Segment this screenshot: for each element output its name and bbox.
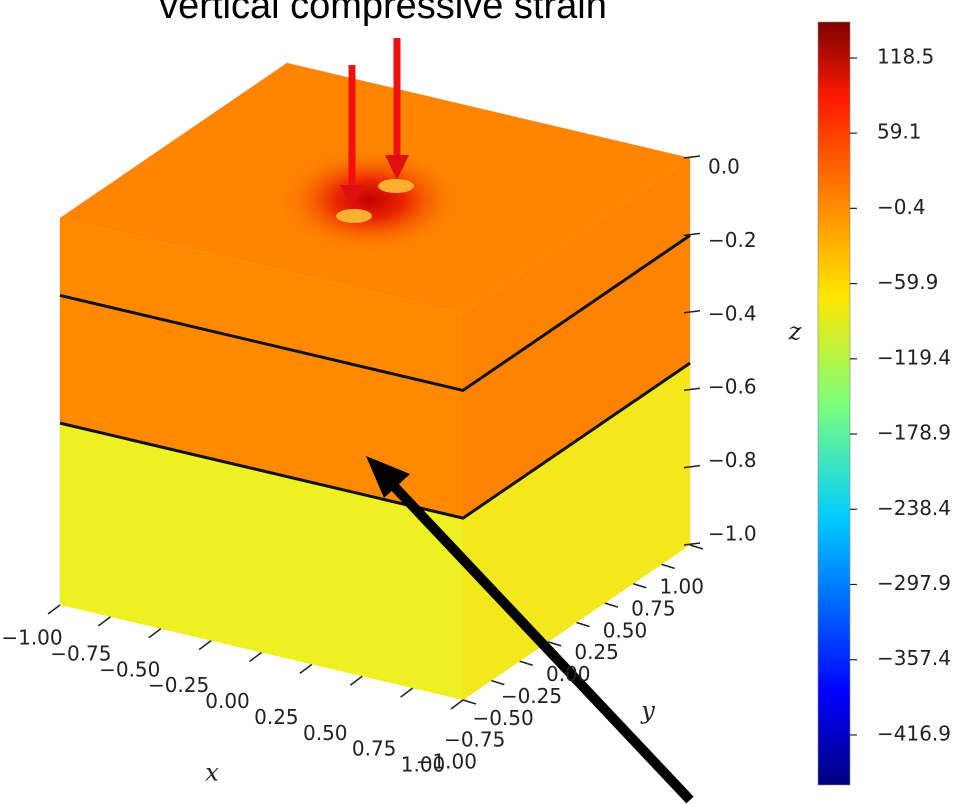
x-tick xyxy=(299,663,313,674)
x-tick xyxy=(47,604,61,615)
y-tick-label: 0.00 xyxy=(546,662,591,686)
load-arrow-head xyxy=(385,155,409,180)
y-tick-label: 0.50 xyxy=(603,618,648,642)
z-tick-label: −0.4 xyxy=(708,301,757,325)
x-tick xyxy=(198,640,212,651)
x-tick-label: −0.50 xyxy=(99,657,160,681)
load-arrow-head xyxy=(340,185,364,210)
arrow-shaft xyxy=(386,478,694,804)
y-tick-label: −1.00 xyxy=(416,750,477,774)
z-tick xyxy=(683,464,701,469)
z-tick xyxy=(683,310,701,314)
z-tick xyxy=(683,232,701,237)
z-tick xyxy=(683,542,701,546)
y-tick xyxy=(547,641,562,647)
y-tick xyxy=(462,699,477,705)
x-tick-label: 0.75 xyxy=(352,737,397,761)
colorbar-tick-label: −357.4 xyxy=(877,646,951,670)
x-tick xyxy=(349,675,363,686)
colorbar-tick-label: 59.1 xyxy=(877,120,922,144)
y-tick xyxy=(519,660,533,666)
x-tick xyxy=(97,616,111,627)
annotation-arrow xyxy=(366,456,694,804)
colorbar-tick-label: −0.4 xyxy=(877,195,926,219)
z-axis-label: z xyxy=(788,318,802,346)
z-tick-label: −0.8 xyxy=(708,448,757,472)
x-tick xyxy=(400,687,414,698)
colorbar-tick-label: −119.4 xyxy=(877,345,951,369)
x-axis-label: x xyxy=(205,759,219,787)
z-tick xyxy=(683,387,701,391)
x-tick-label: −0.25 xyxy=(148,673,209,697)
face-left-upper xyxy=(60,218,463,519)
face-left-lower xyxy=(60,423,463,700)
arrow-head xyxy=(366,456,410,498)
x-tick-label: −0.75 xyxy=(50,641,111,665)
x-tick-label: 0.00 xyxy=(205,689,250,713)
z-tick xyxy=(683,155,701,159)
hot-spot xyxy=(275,145,465,255)
y-tick-label: 1.00 xyxy=(659,575,704,599)
z-tick-label: −0.2 xyxy=(708,228,757,252)
layer-boundary xyxy=(59,361,691,520)
y-tick xyxy=(491,679,505,686)
x-tick xyxy=(249,651,262,663)
face-right-upper xyxy=(463,158,690,519)
y-tick xyxy=(661,563,675,570)
x-tick-label: 0.25 xyxy=(254,705,299,729)
y-tick xyxy=(604,602,619,608)
x-tick-label: 1.00 xyxy=(401,753,446,777)
z-tick-label: 0.0 xyxy=(708,155,740,179)
colorbar xyxy=(817,21,851,786)
load-markers xyxy=(275,38,465,255)
colorbar-tick-label: −416.9 xyxy=(877,721,951,745)
colorbar-tick-label: −178.9 xyxy=(877,421,951,445)
layer-boundary xyxy=(59,234,691,393)
colorbar-tick-label: −59.9 xyxy=(877,270,938,294)
z-tick-label: −1.0 xyxy=(708,522,757,546)
colorbar-tick-label: −238.4 xyxy=(877,496,951,520)
y-tick xyxy=(633,583,647,589)
y-tick-label: −0.50 xyxy=(472,706,533,730)
load-plate xyxy=(378,179,414,193)
y-tick xyxy=(576,621,590,628)
x-tick-label: 0.50 xyxy=(303,721,348,745)
load-plate xyxy=(336,209,372,223)
y-axis-label: y xyxy=(640,697,655,725)
y-tick-label: −0.75 xyxy=(444,728,505,752)
y-tick-label: 0.75 xyxy=(631,596,676,620)
x-tick-label: −1.00 xyxy=(1,626,62,650)
x-tick xyxy=(148,628,162,639)
x-tick xyxy=(450,699,464,710)
y-tick xyxy=(689,544,704,550)
y-tick-label: 0.25 xyxy=(574,640,619,664)
chart-title: vertical compressive strain xyxy=(159,0,607,27)
y-tick-label: −0.25 xyxy=(501,684,562,708)
colorbar-tick-label: −297.9 xyxy=(877,571,951,595)
colorbar-tick-label: 118.5 xyxy=(877,45,934,69)
z-tick-label: −0.6 xyxy=(708,375,757,399)
